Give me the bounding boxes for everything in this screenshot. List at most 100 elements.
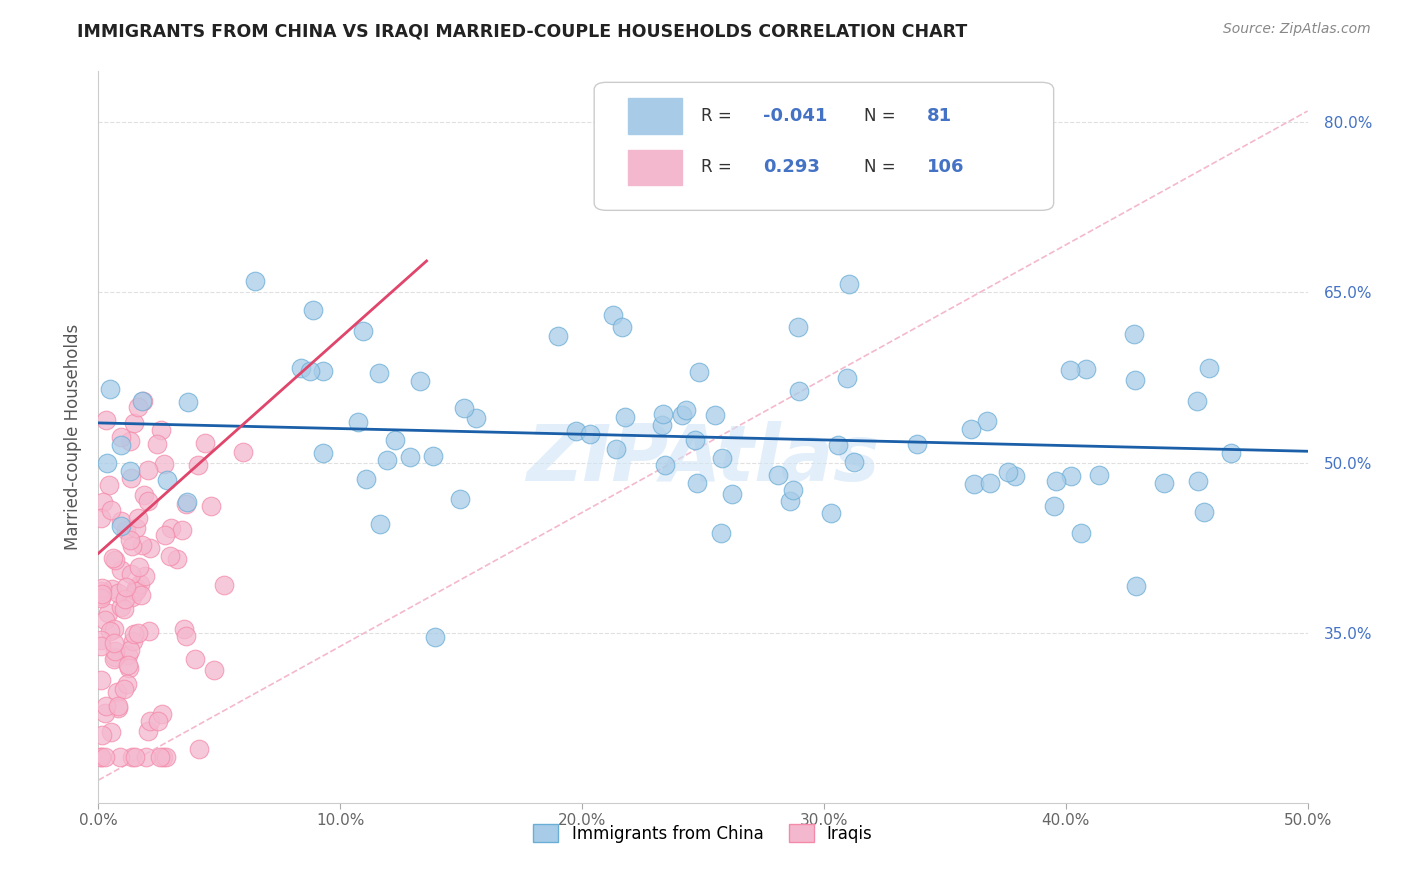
Point [384, 433, 406, 447]
Point [118, 533, 141, 547]
Point [145, 437, 167, 451]
Text: R =: R = [700, 158, 737, 177]
Point [612, 320, 634, 334]
Point [605, 442, 627, 456]
Point [787, 384, 810, 398]
Point [91, 587, 114, 601]
Point [90, 640, 112, 654]
Point [128, 560, 150, 574]
Point [409, 374, 432, 388]
Point [127, 401, 149, 415]
Point [368, 366, 391, 380]
Point [232, 445, 254, 459]
Point [90, 750, 112, 764]
Point [94, 613, 117, 627]
Point [820, 506, 842, 520]
Point [177, 395, 200, 409]
Point [449, 491, 471, 506]
Text: Source: ZipAtlas.com: Source: ZipAtlas.com [1223, 22, 1371, 37]
Point [94, 698, 117, 713]
Point [103, 636, 125, 650]
Legend: Immigrants from China, Iraqis: Immigrants from China, Iraqis [527, 818, 879, 849]
Point [94, 750, 117, 764]
Point [187, 458, 209, 472]
Point [613, 410, 636, 425]
Point [90, 583, 112, 598]
Point [110, 563, 132, 577]
Text: 81: 81 [927, 107, 952, 125]
Point [602, 309, 624, 323]
Point [960, 422, 983, 436]
Point [108, 750, 131, 764]
Point [103, 622, 125, 636]
Point [110, 430, 132, 444]
Point [156, 473, 179, 487]
Point [103, 652, 125, 666]
Point [1185, 394, 1208, 409]
Point [782, 483, 804, 498]
Point [354, 472, 377, 486]
Point [174, 497, 197, 511]
Point [688, 365, 710, 379]
Point [136, 494, 159, 508]
Point [1187, 475, 1209, 489]
FancyBboxPatch shape [595, 82, 1053, 211]
Point [710, 525, 733, 540]
Point [112, 682, 135, 697]
Point [121, 750, 143, 764]
Point [122, 626, 145, 640]
Y-axis label: Married-couple Households: Married-couple Households [63, 324, 82, 550]
Polygon shape [628, 98, 682, 134]
Point [96, 456, 118, 470]
Point [976, 414, 998, 428]
Point [299, 364, 322, 378]
Point [1074, 362, 1097, 376]
Point [114, 592, 136, 607]
Text: R =: R = [700, 107, 737, 125]
Point [115, 523, 138, 537]
Point [117, 658, 139, 673]
Point [127, 510, 149, 524]
Point [118, 661, 141, 675]
Point [90, 511, 112, 525]
Point [97, 606, 120, 620]
Point [766, 468, 789, 483]
Point [170, 523, 193, 537]
Point [312, 446, 335, 460]
Point [1125, 579, 1147, 593]
Point [150, 706, 173, 721]
Point [835, 370, 858, 384]
Point [121, 591, 143, 605]
Point [579, 427, 602, 442]
Point [453, 401, 475, 416]
Point [90, 590, 112, 604]
Point [160, 521, 183, 535]
Point [155, 750, 177, 764]
Point [1045, 474, 1067, 488]
Point [651, 418, 673, 433]
Text: ZIPAtlas: ZIPAtlas [526, 421, 880, 497]
Point [115, 677, 138, 691]
Text: 0.293: 0.293 [763, 158, 820, 177]
Point [312, 364, 335, 378]
Polygon shape [628, 150, 682, 185]
Point [131, 394, 153, 409]
Point [844, 455, 866, 469]
Point [174, 629, 197, 643]
Point [1123, 327, 1146, 342]
Point [654, 458, 676, 472]
Point [838, 277, 860, 291]
Point [98, 624, 121, 638]
Point [135, 750, 157, 764]
Point [200, 500, 222, 514]
Point [711, 450, 734, 465]
Point [651, 407, 673, 421]
Point [290, 360, 312, 375]
Point [423, 630, 446, 644]
Point [129, 588, 152, 602]
Text: 106: 106 [927, 158, 965, 177]
Point [90, 633, 112, 648]
Point [564, 424, 586, 438]
Point [110, 438, 132, 452]
Point [100, 725, 122, 739]
